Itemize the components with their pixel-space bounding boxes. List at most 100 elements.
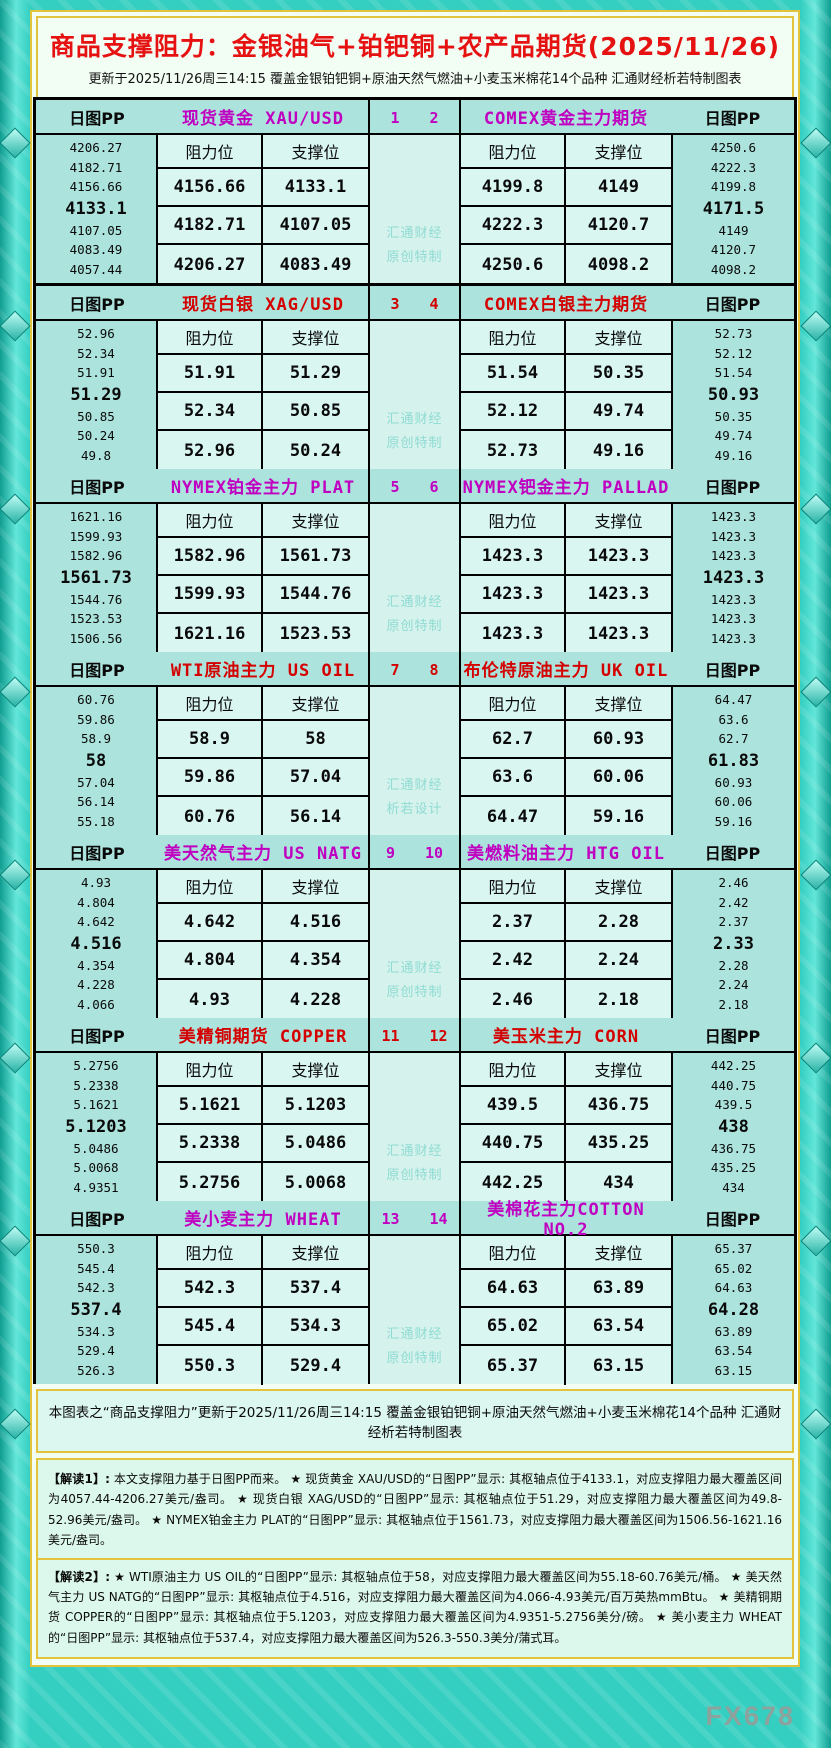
support-value: 4.354: [263, 942, 368, 980]
resistance-value: 542.3: [158, 1270, 263, 1308]
panel-index: 1: [390, 108, 400, 127]
resistance-value: 550.3: [158, 1346, 263, 1385]
levels-table-left: 阻力位 支撑位 4.642 4.516 4.804 4.354 4.93 4.2…: [158, 870, 368, 1019]
note-1: 【解读1】: 本文支撑阻力基于日图PP而来。 ★ 现货黄金 XAU/USD的“日…: [38, 1462, 792, 1558]
pp-value: 1582.96: [69, 548, 123, 563]
pp-value: 1423.3: [710, 548, 757, 563]
panel: 日图PP NYMEX铂金主力 PLAT NYMEX钯金主力 PALLAD 日图P…: [36, 466, 794, 653]
resistance-value: 1423.3: [461, 576, 566, 614]
panel-index: 7: [390, 660, 400, 679]
support-value: 4083.49: [279, 254, 352, 275]
support-value: 63.54: [566, 1308, 671, 1346]
pp-value: 435.25: [710, 1160, 757, 1175]
support-value: 529.4: [289, 1355, 342, 1376]
panel-index: 5: [390, 477, 400, 496]
resistance-header: 阻力位: [158, 1236, 263, 1270]
resistance-header: 阻力位: [461, 1236, 566, 1270]
pp-value: 436.75: [710, 1140, 757, 1156]
panel-band-left: 日图PP WTI原油主力 US OIL: [36, 652, 368, 687]
resistance-value: 63.6: [461, 759, 566, 797]
watermark-line: 汇通财经: [386, 594, 443, 610]
pp-value: 63.6: [718, 711, 749, 727]
pp-pivot-value: 2.33: [713, 933, 754, 954]
pp-value: 550.3: [77, 1241, 115, 1256]
panel-index: 14: [429, 1209, 448, 1228]
watermark-line: 汇通财经: [386, 960, 443, 976]
note-1-head: 【解读1】:: [48, 1472, 110, 1486]
panel-index-pair: 7 8: [390, 652, 438, 687]
pp-ladder-left: 52.96 52.34 51.91 51.29 50.85 50.24 49.8: [36, 321, 158, 469]
pp-value: 442.25: [710, 1058, 757, 1073]
resistance-value: 52.73: [461, 431, 566, 470]
resistance-value: 5.1621: [158, 1087, 263, 1125]
pp-value: 52.12: [714, 345, 753, 361]
resistance-header: 阻力位: [158, 870, 263, 904]
pp-header-right: 日图PP: [704, 1026, 761, 1046]
resistance-value: 58.9: [158, 721, 263, 759]
pp-value: 5.0486: [73, 1140, 119, 1156]
resistance-value: 1582.96: [158, 538, 263, 576]
resistance-header: 阻力位: [158, 321, 263, 355]
support-header: 支撑位: [566, 1053, 671, 1087]
resistance-value: 2.37: [461, 904, 566, 942]
page-subtitle: 更新于2025/11/26周三14:15 覆盖金银铂钯铜+原油天然气燃油+小麦玉…: [88, 72, 742, 87]
pp-value: 1423.3: [710, 528, 757, 544]
pp-header-right: 日图PP: [704, 477, 761, 497]
pp-header-right: 日图PP: [704, 294, 761, 314]
pp-value: 439.5: [714, 1097, 753, 1112]
frame-diamond: [800, 127, 831, 159]
panel-middle-column: 7 8 汇通财经 析若设计: [368, 652, 461, 835]
support-value: 4.516: [263, 904, 368, 942]
brand-watermark: FX678: [705, 1701, 795, 1731]
pp-value: 4120.7: [710, 242, 757, 257]
support-header: 支撑位: [566, 687, 671, 721]
resistance-value: 52.34: [158, 393, 263, 431]
pp-value: 50.35: [714, 408, 753, 424]
resistance-value: 51.91: [158, 355, 263, 393]
watermark-text: 汇通财经 析若设计: [386, 774, 442, 823]
support-value: 1544.76: [263, 576, 368, 614]
resistance-value: 52.12: [461, 393, 566, 431]
frame-diamond: [800, 859, 831, 891]
panel-band-right: 布伦特原油主力 UK OIL 日图PP: [461, 652, 794, 687]
panel: 日图PP 美小麦主力 WHEAT 美棉花主力COTTON NO.2 日图PP 5…: [36, 1198, 794, 1385]
resistance-value: 65.37: [461, 1346, 566, 1385]
panel-index-pair: 9 10: [386, 835, 443, 870]
pp-pivot-value: 50.93: [707, 384, 760, 405]
pp-value: 65.02: [714, 1260, 753, 1276]
pp-value: 4206.27: [69, 140, 123, 155]
pp-ladder-right: 1423.3 1423.3 1423.3 1423.3 1423.3 1423.…: [671, 504, 794, 652]
pp-ladder-right: 64.47 63.6 62.7 61.83 60.93 60.06 59.16: [671, 687, 794, 835]
pp-value: 534.3: [77, 1323, 115, 1339]
frame-diamond: [0, 1408, 31, 1440]
pp-value: 440.75: [710, 1077, 757, 1093]
pp-pivot-value: 1423.3: [702, 567, 765, 588]
support-value: 58: [263, 721, 368, 759]
panel-band-right: 美玉米主力 CORN 日图PP: [461, 1018, 794, 1053]
resistance-value: 1423.3: [461, 538, 566, 576]
product-name-right: NYMEX钯金主力 PALLAD: [462, 478, 670, 498]
pp-value: 63.54: [714, 1343, 753, 1358]
product-name-left: NYMEX铂金主力 PLAT: [170, 478, 356, 498]
support-value: 1523.53: [279, 623, 352, 644]
pp-pivot-value: 4.516: [70, 933, 122, 954]
support-header: 支撑位: [566, 135, 671, 169]
levels-table-left: 阻力位 支撑位 51.91 51.29 52.34 50.85 52.96 50…: [158, 321, 368, 470]
frame-diamond: [800, 676, 831, 708]
pp-ladder-left: 5.2756 5.2338 5.1621 5.1203 5.0486 5.006…: [36, 1053, 158, 1201]
support-value: 50.85: [263, 393, 368, 431]
pp-value: 49.16: [714, 447, 753, 463]
pp-value: 5.2338: [73, 1077, 119, 1093]
pp-header-left: 日图PP: [69, 660, 125, 680]
pp-pivot-value: 64.28: [707, 1299, 760, 1320]
resistance-value: 545.4: [158, 1308, 263, 1346]
resistance-value: 64.47: [461, 797, 566, 836]
pp-ladder-left: 4.93 4.804 4.642 4.516 4.354 4.228 4.066: [36, 870, 158, 1018]
pp-value: 51.54: [714, 365, 753, 380]
pp-value: 1523.53: [69, 611, 123, 626]
pp-value: 62.7: [718, 731, 749, 746]
watermark-line: 汇通财经: [386, 411, 443, 427]
pp-value: 60.76: [77, 692, 115, 707]
pp-value: 4149: [718, 222, 749, 238]
